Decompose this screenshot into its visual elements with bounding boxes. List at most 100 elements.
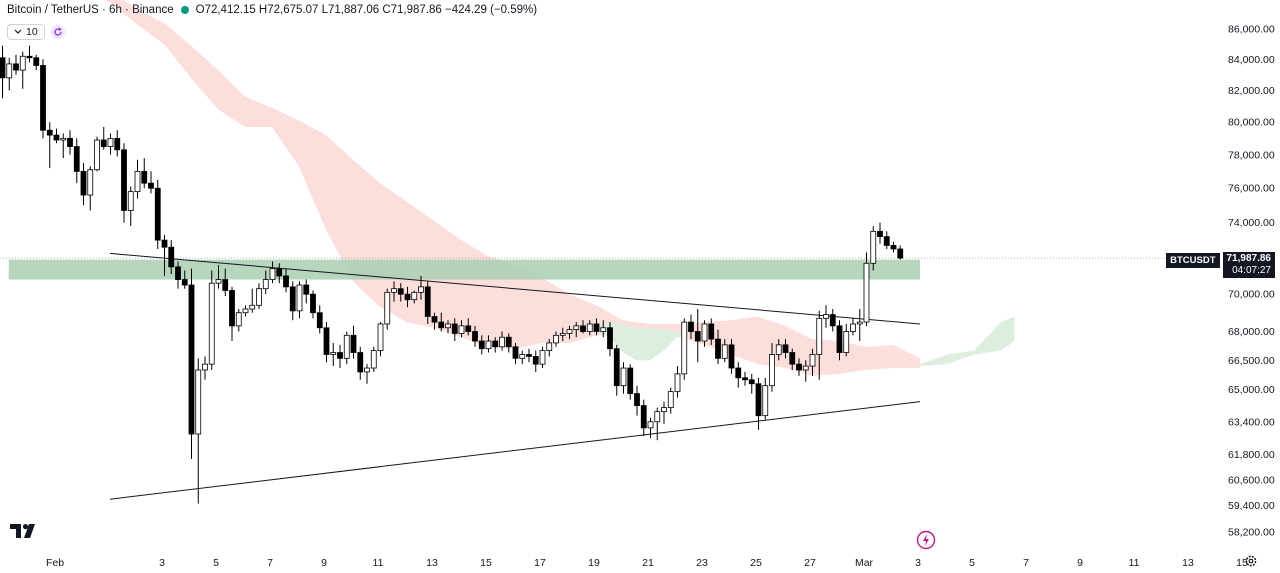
candle-body: [499, 336, 505, 348]
trendline: [109, 401, 921, 500]
price-tag-symbol: BTCUSDT: [1166, 253, 1220, 268]
candle-body: [472, 331, 478, 342]
x-tick-label: 9: [1077, 557, 1083, 569]
y-tick-label: 61,800.00: [1228, 449, 1275, 461]
candle-body: [424, 286, 431, 317]
candle-body: [384, 291, 391, 325]
candle-body: [742, 377, 748, 381]
candle-body: [600, 327, 607, 332]
candle-body: [431, 316, 438, 323]
x-tick-label: Mar: [855, 557, 874, 569]
candle-body: [168, 246, 175, 268]
candle-body: [269, 268, 276, 280]
candle-body: [377, 323, 384, 352]
y-tick-label: 82,000.00: [1228, 85, 1275, 97]
y-tick-label: 60,600.00: [1228, 474, 1275, 486]
tradingview-logo-icon: [10, 524, 38, 543]
candle-body: [519, 354, 526, 359]
candle-body: [391, 288, 397, 293]
candle-body: [546, 342, 553, 352]
candle-body: [370, 350, 377, 369]
x-tick-label: 23: [696, 557, 708, 569]
candle-body: [627, 367, 634, 395]
y-tick-label: 70,000.00: [1228, 289, 1275, 301]
candle-body: [566, 329, 573, 334]
candle-body: [40, 65, 46, 131]
symbol-title[interactable]: Bitcoin / TetherUS · 6h · Binance: [7, 4, 174, 16]
candle-body: [688, 321, 694, 332]
y-tick-label: 58,200.00: [1228, 527, 1275, 539]
candle-body: [897, 248, 904, 259]
lightning-icon[interactable]: [916, 530, 936, 555]
candle-body: [755, 383, 762, 417]
x-tick-label: 3: [159, 557, 165, 569]
y-tick-label: 63,400.00: [1228, 416, 1275, 428]
candle-body: [256, 288, 262, 306]
x-tick-label: 21: [642, 557, 654, 569]
candle-body: [215, 279, 222, 284]
candle-body: [539, 350, 546, 365]
candle-body: [512, 346, 519, 359]
candle-body: [283, 275, 289, 288]
candle-body: [148, 182, 154, 189]
candle-body: [303, 284, 310, 295]
cloud-bullish: [920, 316, 1015, 367]
price-tag-value: 71,987.86 04:07:27: [1222, 252, 1275, 278]
candle-body: [397, 288, 404, 295]
x-tick-label: 17: [534, 557, 546, 569]
x-tick-label: 13: [1182, 557, 1194, 569]
candle-body: [789, 352, 796, 365]
candle-body: [782, 344, 789, 353]
candle-body: [26, 55, 33, 59]
candle-body: [532, 355, 539, 365]
candle-body: [613, 348, 620, 387]
candle-body: [580, 325, 586, 332]
candle-body: [438, 321, 445, 329]
candle-body: [640, 405, 647, 429]
settings-gear-icon[interactable]: [1244, 554, 1258, 573]
candle-body: [181, 279, 188, 286]
candle-body: [107, 137, 114, 147]
x-tick-label: 13: [426, 557, 438, 569]
ohlc-readout: O72,412.15 H72,675.07 L71,887.06 C71,987…: [195, 4, 538, 16]
indicator-pill[interactable]: 10: [7, 24, 45, 40]
candle-body: [802, 365, 809, 371]
candle-body: [735, 367, 742, 379]
candle-body: [404, 293, 411, 301]
last-price-tag: BTCUSDT 71,987.86 04:07:27: [1166, 252, 1275, 278]
candle-body: [850, 323, 856, 332]
cloud-bullish: [596, 322, 691, 361]
candle-body: [661, 407, 667, 413]
candle-body: [485, 340, 492, 350]
candle-body: [296, 284, 303, 312]
price-tag-countdown: 04:07:27: [1232, 265, 1271, 276]
reload-icon[interactable]: [50, 25, 65, 39]
candle-body: [161, 239, 168, 248]
candle-body: [559, 333, 566, 336]
candle-body: [593, 323, 600, 332]
candle-body: [748, 379, 755, 385]
y-tick-label: 74,000.00: [1228, 217, 1275, 229]
candle-body: [188, 284, 195, 435]
x-tick-label: 3: [915, 557, 921, 569]
candle-body: [141, 171, 148, 184]
candle-body: [492, 340, 499, 348]
candle-body: [843, 331, 850, 353]
candle-body: [33, 57, 40, 66]
candle-body: [316, 312, 323, 329]
candle-body: [863, 262, 870, 323]
candle-body: [586, 323, 593, 332]
candle-body: [195, 369, 202, 435]
candle-body: [330, 352, 337, 355]
candle-body: [856, 321, 863, 325]
candle-body: [222, 279, 229, 291]
candle-body: [667, 391, 674, 409]
x-tick-label: Feb: [46, 557, 64, 569]
trendline: [109, 252, 921, 325]
candle-body: [870, 230, 877, 264]
candle-body: [154, 187, 161, 241]
candle-body: [654, 411, 661, 423]
candle-body: [478, 340, 485, 350]
candle-body: [721, 344, 728, 359]
